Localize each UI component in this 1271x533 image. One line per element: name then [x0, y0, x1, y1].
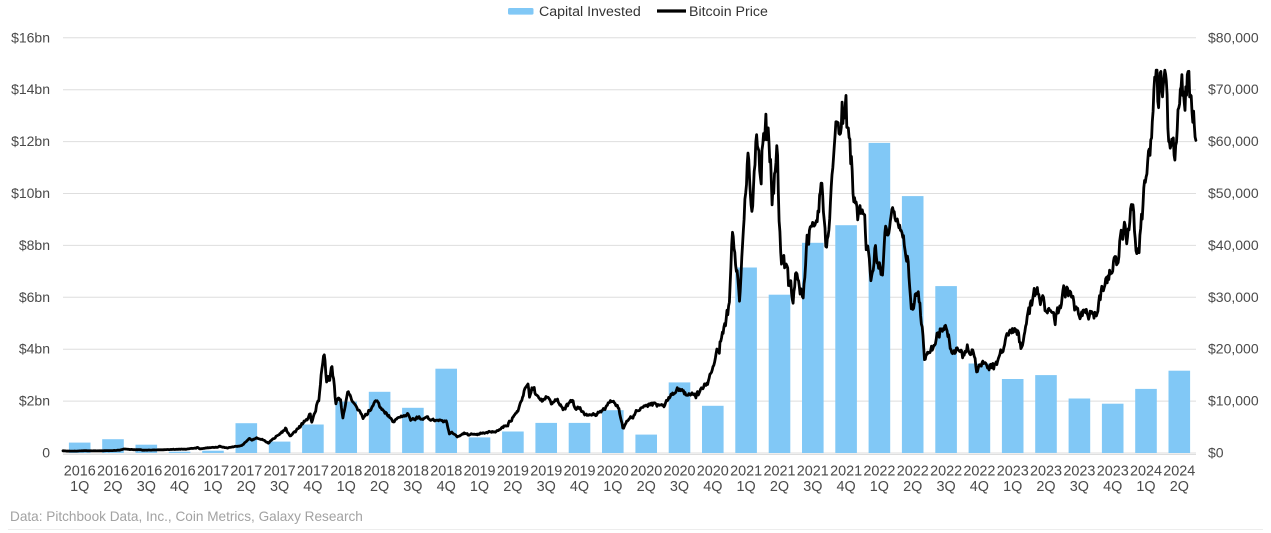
svg-text:2021: 2021	[730, 464, 762, 480]
svg-text:2Q: 2Q	[237, 479, 256, 495]
svg-text:1Q: 1Q	[870, 479, 889, 495]
svg-text:3Q: 3Q	[936, 479, 955, 495]
svg-text:$4bn: $4bn	[19, 341, 50, 357]
svg-text:2019: 2019	[497, 464, 529, 480]
svg-text:2Q: 2Q	[1036, 479, 1055, 495]
svg-text:2020: 2020	[663, 464, 695, 480]
svg-text:$50,000: $50,000	[1208, 185, 1259, 201]
svg-text:4Q: 4Q	[836, 479, 855, 495]
svg-text:4Q: 4Q	[570, 479, 589, 495]
svg-text:2017: 2017	[297, 464, 329, 480]
svg-text:2016: 2016	[164, 464, 196, 480]
svg-text:$10,000: $10,000	[1208, 393, 1259, 409]
svg-text:0: 0	[42, 445, 50, 461]
svg-text:2019: 2019	[463, 464, 495, 480]
svg-text:$60,000: $60,000	[1208, 133, 1259, 149]
svg-text:$70,000: $70,000	[1208, 81, 1259, 97]
svg-text:2019: 2019	[530, 464, 562, 480]
svg-text:$40,000: $40,000	[1208, 237, 1259, 253]
svg-text:2017: 2017	[197, 464, 229, 480]
svg-text:2Q: 2Q	[637, 479, 656, 495]
svg-text:$10bn: $10bn	[11, 185, 50, 201]
svg-text:4Q: 4Q	[437, 479, 456, 495]
svg-text:1Q: 1Q	[603, 479, 622, 495]
svg-text:2Q: 2Q	[370, 479, 389, 495]
svg-text:$0: $0	[1208, 445, 1224, 461]
svg-text:$16bn: $16bn	[11, 29, 50, 45]
svg-text:$6bn: $6bn	[19, 289, 50, 305]
svg-text:2016: 2016	[97, 464, 129, 480]
svg-text:2020: 2020	[630, 464, 662, 480]
svg-text:2Q: 2Q	[903, 479, 922, 495]
svg-text:$20,000: $20,000	[1208, 341, 1259, 357]
svg-text:2022: 2022	[863, 464, 895, 480]
svg-text:2Q: 2Q	[1170, 479, 1189, 495]
svg-text:Data: Pitchbook Data, Inc., Co: Data: Pitchbook Data, Inc., Coin Metrics…	[10, 509, 363, 524]
svg-text:2022: 2022	[930, 464, 962, 480]
svg-text:1Q: 1Q	[203, 479, 222, 495]
svg-text:2023: 2023	[1097, 464, 1129, 480]
svg-text:2021: 2021	[763, 464, 795, 480]
svg-text:1Q: 1Q	[470, 479, 489, 495]
svg-text:2Q: 2Q	[770, 479, 789, 495]
svg-text:3Q: 3Q	[403, 479, 422, 495]
svg-text:2021: 2021	[797, 464, 829, 480]
svg-text:2017: 2017	[230, 464, 262, 480]
svg-text:3Q: 3Q	[1070, 479, 1089, 495]
svg-text:3Q: 3Q	[137, 479, 156, 495]
svg-text:2018: 2018	[397, 464, 429, 480]
svg-text:$14bn: $14bn	[11, 81, 50, 97]
svg-text:2022: 2022	[963, 464, 995, 480]
svg-text:1Q: 1Q	[1136, 479, 1155, 495]
svg-text:2Q: 2Q	[503, 479, 522, 495]
svg-text:Bitcoin Price: Bitcoin Price	[689, 4, 768, 20]
svg-text:2018: 2018	[364, 464, 396, 480]
svg-text:Capital Invested: Capital Invested	[539, 4, 641, 20]
svg-text:$8bn: $8bn	[19, 237, 50, 253]
svg-text:3Q: 3Q	[670, 479, 689, 495]
svg-text:2016: 2016	[130, 464, 162, 480]
svg-text:1Q: 1Q	[70, 479, 89, 495]
svg-text:2017: 2017	[264, 464, 296, 480]
svg-text:$30,000: $30,000	[1208, 289, 1259, 305]
svg-text:2019: 2019	[563, 464, 595, 480]
svg-text:2024: 2024	[1130, 464, 1162, 480]
svg-text:2020: 2020	[597, 464, 629, 480]
svg-text:1Q: 1Q	[1003, 479, 1022, 495]
svg-text:3Q: 3Q	[537, 479, 556, 495]
svg-text:1Q: 1Q	[736, 479, 755, 495]
svg-text:4Q: 4Q	[1103, 479, 1122, 495]
svg-text:$12bn: $12bn	[11, 133, 50, 149]
svg-text:2018: 2018	[430, 464, 462, 480]
svg-text:4Q: 4Q	[970, 479, 989, 495]
svg-text:2021: 2021	[830, 464, 862, 480]
svg-text:2023: 2023	[1030, 464, 1062, 480]
svg-text:2024: 2024	[1163, 464, 1195, 480]
svg-text:$80,000: $80,000	[1208, 29, 1259, 45]
svg-text:3Q: 3Q	[270, 479, 289, 495]
svg-text:2020: 2020	[697, 464, 729, 480]
svg-text:4Q: 4Q	[170, 479, 189, 495]
svg-text:2023: 2023	[1063, 464, 1095, 480]
svg-text:2016: 2016	[64, 464, 96, 480]
svg-text:2022: 2022	[897, 464, 929, 480]
svg-text:4Q: 4Q	[303, 479, 322, 495]
svg-text:4Q: 4Q	[703, 479, 722, 495]
svg-text:$2bn: $2bn	[19, 393, 50, 409]
svg-text:1Q: 1Q	[337, 479, 356, 495]
svg-text:2018: 2018	[330, 464, 362, 480]
svg-text:3Q: 3Q	[803, 479, 822, 495]
svg-text:2023: 2023	[997, 464, 1029, 480]
svg-text:2Q: 2Q	[103, 479, 122, 495]
